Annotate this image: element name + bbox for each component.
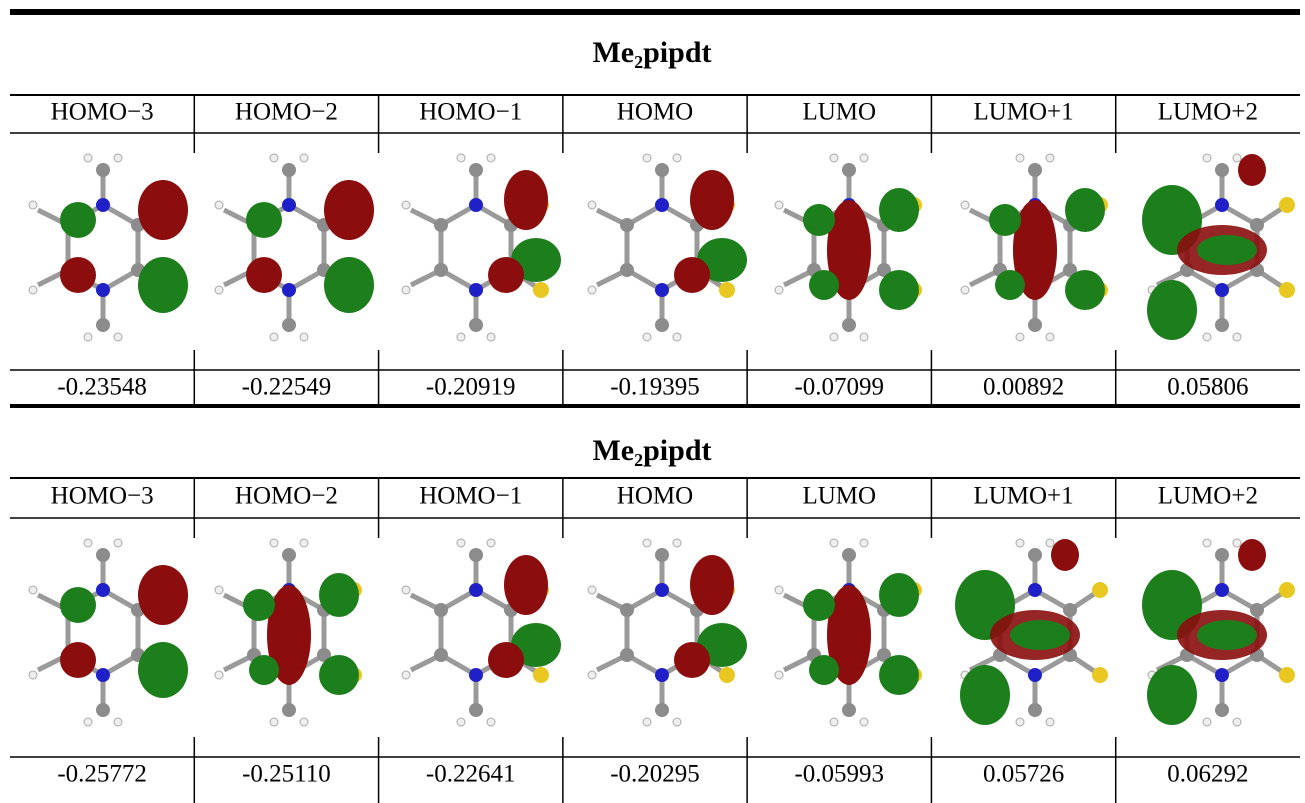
figure: Me₂pipdt HOMO−3 HOMO−2 HOMO−1 HOMO LUMO LUMO+1… [0,0,1305,803]
energy: -0.22641 [426,761,516,788]
energy: 0.00892 [983,374,1064,401]
energy: -0.22549 [242,374,332,401]
energy: -0.20919 [426,374,516,401]
panel-title: Me₂pipdt [592,36,711,69]
energy: -0.25110 [242,761,331,788]
energy: -0.05993 [794,761,884,788]
header: HOMO−2 [235,483,338,510]
energy: -0.20295 [610,761,700,788]
energy: 0.05726 [983,761,1064,788]
energy: 0.06292 [1167,761,1248,788]
header: LUMO+2 [1158,99,1258,126]
panel-title: Me₂pipdt [592,434,711,467]
energy: 0.05806 [1167,374,1248,401]
header: HOMO−3 [51,99,154,126]
energy: -0.07099 [794,374,884,401]
header: LUMO [802,99,876,126]
header: HOMO [617,99,693,126]
page: {"panels": [ {"title": "Me₂pipdt", "head… [0,0,1305,803]
header: HOMO−2 [235,99,338,126]
energy: -0.23548 [57,374,147,401]
energy: -0.19395 [610,374,700,401]
energy: -0.25772 [57,761,147,788]
header: LUMO+1 [973,99,1073,126]
header: LUMO+2 [1158,483,1258,510]
header: HOMO−3 [51,483,154,510]
header: LUMO [802,483,876,510]
header: HOMO−1 [419,99,522,126]
header: HOMO [617,483,693,510]
header: HOMO−1 [419,483,522,510]
header: LUMO+1 [973,483,1073,510]
